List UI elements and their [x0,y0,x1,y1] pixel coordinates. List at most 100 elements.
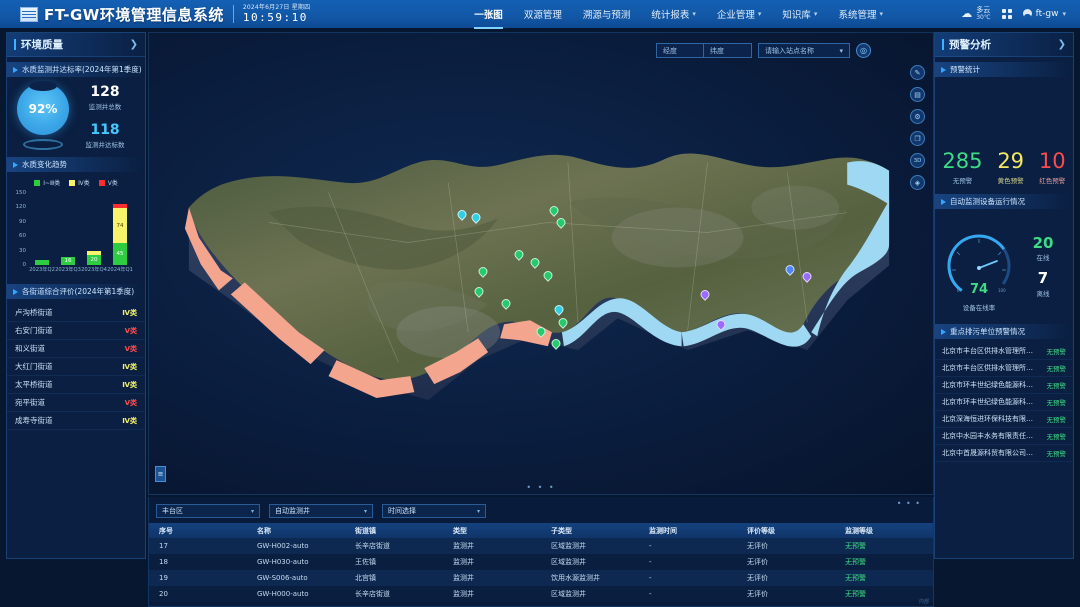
current-time: 10:59:10 [242,11,308,24]
table-header: 序号 名称 街道镇 类型 子类型 监测时间 评价等级 监测等级 [149,523,933,538]
map-marker[interactable] [554,216,568,229]
table-row[interactable]: 19 GW-S006-auto 北宫镇 监测井 饮用水源监测井 - 无评价 无预警 [149,570,933,586]
table-row[interactable]: 17 GW-H002-auto 长辛店街道 监测井 区域监测井 - 无评价 无预警 [149,538,933,554]
map-marker[interactable] [455,208,469,221]
table-cell: 无评价 [747,542,768,550]
x-tick: 2023年Q4 [81,267,107,273]
street-eval-row[interactable]: 右安门街道 Ⅴ类 [7,322,145,340]
water-quality-trend-chart: 150 120 90 60 30 0 16 20 74 45 2023年Q2 2023年Q3 202… [11,190,139,279]
key-unit-row[interactable]: 北京中首晟源科贸有限公司… 无预警 [935,445,1073,462]
nav-label: 统计报表 [651,10,690,21]
key-unit-row[interactable]: 北京市丰台区供排水管理所… 无预警 [935,360,1073,377]
clone-icon[interactable]: ❐ [910,131,925,146]
eye-icon[interactable]: ◈ [910,175,925,190]
street-eval-row[interactable]: 卢沟桥街道 Ⅳ类 [7,304,145,322]
street-eval-row[interactable]: 大红门街道 Ⅳ类 [7,358,145,376]
street-eval-row[interactable]: 和义街道 Ⅴ类 [7,340,145,358]
apps-grid-icon[interactable] [1001,8,1012,19]
nav-item-overview[interactable]: 一张图 [474,7,503,29]
nav-label: 溯源与预测 [582,10,631,21]
map-view[interactable]: 经度 纬度 请输入站点名称 ▾ ◎ ✎ ▤ ⚙ ❐ 3D ◈ ≡ • • • [148,32,934,495]
crosshair-icon[interactable]: ◎ [856,43,871,58]
map-marker[interactable] [472,285,486,298]
nav-item-reports[interactable]: 统计报表 ▾ [651,7,696,21]
nav-item-enterprise[interactable]: 企业管理 ▾ [717,7,762,21]
map-marker[interactable] [476,265,490,278]
watermark: 内部 [918,599,929,605]
bar-segment: 20 [87,255,101,265]
street-eval-row[interactable]: 成寿寺街道 Ⅳ类 [7,412,145,430]
map-marker[interactable] [698,288,712,301]
three-d-icon[interactable]: 3D [910,153,925,168]
district-select[interactable]: 丰台区 ▾ [156,504,260,518]
stat-no-warning: 285 无预警 [942,151,982,186]
map-marker[interactable] [800,270,814,283]
pin-icon [554,216,568,229]
unit-status: 无预警 [1046,416,1067,424]
section-title: 自动监测设备运行情况 [950,197,1025,206]
map-marker[interactable] [469,211,483,224]
username: ft-gw [1035,8,1059,19]
well-type-select[interactable]: 自动监测井 ▾ [269,504,373,518]
table-cell: 长辛店街道 [355,542,390,550]
y-tick: 60 [19,233,26,240]
time-select[interactable]: 时间选择 ▾ [382,504,486,518]
section-header-key-units: 重点排污单位预警情况 [935,324,1073,339]
map-marker[interactable] [541,269,555,282]
legend-label: Ⅳ类 [78,180,90,187]
panel-drag-handle[interactable]: • • • [896,499,921,508]
street-grade: Ⅳ类 [122,362,137,371]
longitude-input[interactable]: 经度 [656,43,704,58]
key-unit-row[interactable]: 北京深海恒进环保科技有限… 无预警 [935,411,1073,428]
street-grade: Ⅴ类 [124,398,137,407]
map-marker[interactable] [552,303,566,316]
map-marker[interactable] [512,248,526,261]
map-side-tab-toggle[interactable]: ≡ [155,466,166,482]
map-marker[interactable] [528,256,542,269]
map-marker[interactable] [534,325,548,338]
svg-text:100: 100 [998,288,1006,293]
chevron-down-icon: ▾ [692,10,696,18]
key-unit-row[interactable]: 北京市丰台区供排水管理所… 无预警 [935,343,1073,360]
table-cell: 区域监测井 [551,590,586,598]
legend-item-3: Ⅴ类 [98,178,118,187]
street-name: 卢沟桥街道 [15,308,53,317]
chart-legend: I~Ⅲ类 Ⅳ类 Ⅴ类 [7,178,145,187]
map-marker[interactable] [556,316,570,329]
station-search-select[interactable]: 请输入站点名称 ▾ [758,43,850,58]
triangle-right-icon [13,66,18,73]
latitude-input[interactable]: 纬度 [704,43,752,58]
map-marker[interactable] [549,337,563,350]
y-axis: 150 120 90 60 30 0 [11,190,27,268]
pin-icon [541,269,555,282]
key-unit-row[interactable]: 北京市环丰世纪绿色能源科… 无预警 [935,394,1073,411]
map-marker[interactable] [499,297,513,310]
nav-item-knowledge[interactable]: 知识库 ▾ [782,7,817,21]
settings-icon[interactable]: ⚙ [910,109,925,124]
measure-icon[interactable]: ✎ [910,65,925,80]
table-row[interactable]: 18 GW-H030-auto 王佐镇 监测井 区域监测井 - 无评价 无预警 [149,554,933,570]
street-eval-row[interactable]: 宛平街道 Ⅴ类 [7,394,145,412]
layers-icon[interactable]: ▤ [910,87,925,102]
table-row[interactable]: 20 GW-H000-auto 长辛店街道 监测井 区域监测井 - 无评价 无预警 [149,586,933,602]
key-unit-row[interactable]: 北京中水园丰水务有限责任… 无预警 [935,428,1073,445]
map-marker[interactable] [714,318,728,331]
nav-item-system[interactable]: 系统管理 ▾ [838,7,883,21]
map-marker[interactable] [547,204,561,217]
nav-item-tracing[interactable]: 溯源与预测 [583,7,631,21]
chevron-right-icon[interactable]: ❯ [129,39,138,50]
map-resize-handle[interactable]: • • • [526,483,556,492]
pin-icon [499,297,513,310]
section-header-street-eval: 各街道综合评价(2024年第1季度) [7,284,145,299]
chevron-right-icon[interactable]: ❯ [1057,39,1066,50]
street-evaluation-list: 卢沟桥街道 Ⅳ类 右安门街道 Ⅴ类 和义街道 Ⅴ类 大红门街道 Ⅳ类 太平桥街道 Ⅳ类 宛平街道 Ⅴ类… [7,304,145,430]
user-menu[interactable]: ft-gw ▾ [1022,8,1066,19]
nav-label: 知识库 [782,10,811,21]
key-unit-row[interactable]: 北京市环丰世纪绿色能源科… 无预警 [935,377,1073,394]
street-name: 右安门街道 [15,326,53,335]
map-marker[interactable] [783,263,797,276]
map-search-bar: 经度 纬度 请输入站点名称 ▾ ◎ [656,43,871,58]
y-tick: 150 [15,190,27,196]
nav-item-dual-source[interactable]: 双源管理 [524,7,562,21]
street-eval-row[interactable]: 太平桥街道 Ⅳ类 [7,376,145,394]
